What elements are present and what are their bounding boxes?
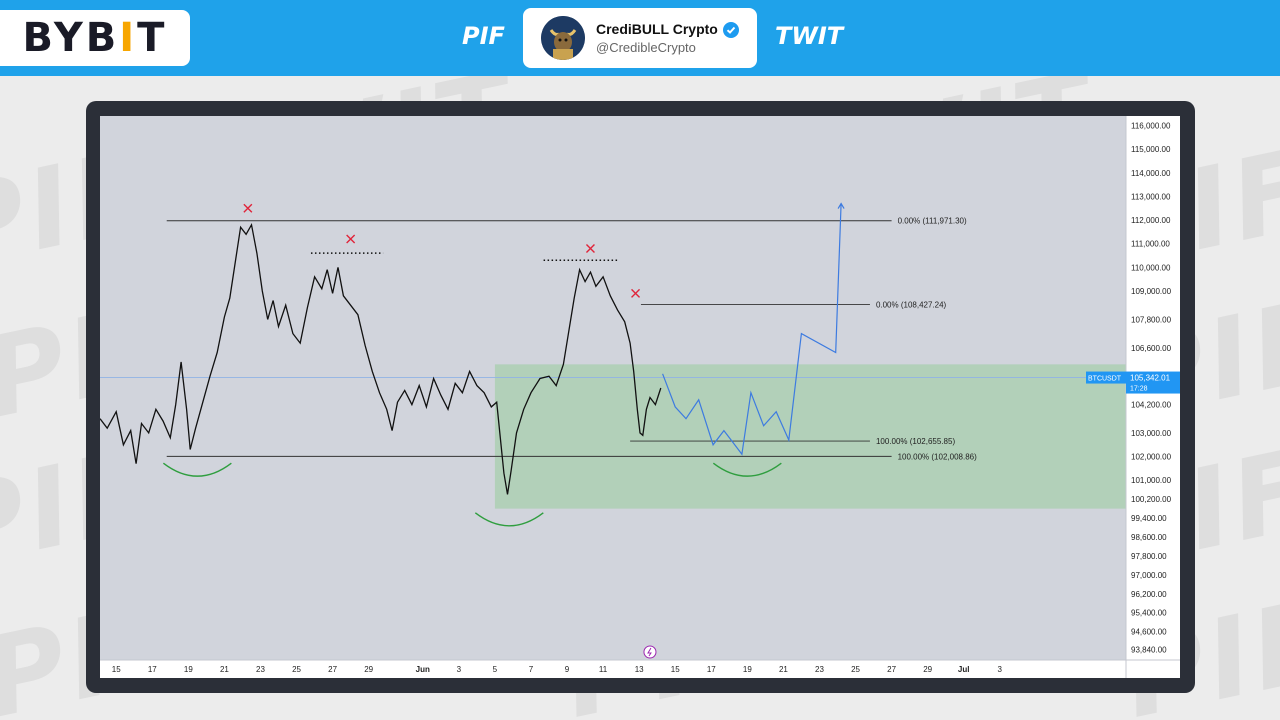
- brand-logo: BYBIT: [0, 10, 190, 66]
- y-tick-label: 99,400.00: [1131, 514, 1167, 523]
- fib-level-label: 100.00% (102,655.85): [876, 437, 956, 446]
- x-tick-label: 21: [220, 665, 229, 674]
- x-tick-label: 17: [707, 665, 716, 674]
- x-tick-label: 27: [887, 665, 896, 674]
- x-tick-label: 15: [112, 665, 121, 674]
- support-arc: [712, 462, 782, 477]
- x-tick-label: 3: [457, 665, 462, 674]
- fib-level-label: 0.00% (108,427.24): [876, 301, 947, 310]
- last-price-label: 105,342.01: [1130, 374, 1171, 383]
- lightning-icon: [643, 645, 657, 659]
- profile-card[interactable]: CrediBULL Crypto @CredibleCrypto: [523, 8, 757, 68]
- right-tag: TWIT: [775, 22, 844, 50]
- last-price-tag: [1126, 371, 1180, 394]
- fib-level-label: 100.00% (102,008.86): [898, 452, 978, 461]
- price-series-line: [100, 222, 662, 495]
- x-tick-label: 5: [493, 665, 498, 674]
- y-tick-label: 94,600.00: [1131, 628, 1167, 637]
- x-tick-label: 9: [565, 665, 570, 674]
- projection-path: [662, 203, 842, 456]
- x-tick-label: 13: [635, 665, 644, 674]
- x-tick-label: 27: [328, 665, 337, 674]
- brand-logo-wordmark: BYBIT: [23, 15, 168, 61]
- verified-badge-icon: [723, 22, 739, 38]
- y-tick-label: 93,840.00: [1131, 646, 1167, 655]
- rejection-x-mark: [631, 288, 641, 298]
- y-tick-label: 107,800.00: [1131, 315, 1172, 324]
- demand-zone: [494, 364, 1126, 509]
- y-tick-label: 111,000.00: [1131, 240, 1170, 249]
- x-tick-label: 17: [148, 665, 157, 674]
- y-tick-label: 104,200.00: [1131, 401, 1172, 410]
- top-banner: BYBIT PIF CrediBULL Crypto @CredibleCryp…: [0, 0, 1280, 76]
- left-tag: PIF: [462, 22, 505, 50]
- profile-handle: @CredibleCrypto: [596, 40, 696, 55]
- x-tick-label: 25: [292, 665, 301, 674]
- x-tick-label: 21: [779, 665, 788, 674]
- y-tick-label: 98,600.00: [1131, 533, 1167, 542]
- y-tick-label: 109,000.00: [1131, 287, 1172, 296]
- fib-level-label: 0.00% (111,971.30): [898, 217, 967, 226]
- y-tick-label: 106,600.00: [1131, 344, 1172, 353]
- rejection-x-mark: [243, 203, 253, 213]
- x-tick-label: 29: [923, 665, 932, 674]
- bull-avatar-icon: [541, 16, 585, 60]
- symbol-tag: [1086, 371, 1126, 384]
- y-tick-label: 114,000.00: [1131, 169, 1171, 178]
- brand-logo-accent: I: [119, 15, 138, 61]
- y-tick-label: 112,000.00: [1131, 216, 1171, 225]
- y-tick-label: 115,000.00: [1131, 145, 1171, 154]
- profile-name: CrediBULL Crypto: [596, 21, 718, 37]
- y-tick-label: 113,000.00: [1131, 192, 1171, 201]
- x-tick-label: 11: [599, 665, 608, 674]
- x-tick-label: 25: [851, 665, 860, 674]
- x-tick-label: Jun: [416, 665, 430, 674]
- brand-logo-part-1: BYB: [22, 15, 120, 61]
- x-tick-label: 19: [743, 665, 752, 674]
- y-tick-label: 101,000.00: [1131, 476, 1172, 485]
- y-tick-label: 110,000.00: [1131, 263, 1171, 272]
- x-tick-label: Jul: [958, 665, 970, 674]
- x-tick-label: 29: [364, 665, 373, 674]
- x-tick-label: 23: [256, 665, 265, 674]
- avatar: [541, 16, 585, 60]
- y-tick-label: 102,000.00: [1131, 453, 1172, 462]
- projection-arrowhead: [837, 202, 845, 209]
- y-tick-label: 97,800.00: [1131, 552, 1167, 561]
- x-tick-label: 19: [184, 665, 193, 674]
- x-tick-label: 3: [998, 665, 1003, 674]
- lightning-icon-glyph: [647, 647, 652, 657]
- countdown-label: 17:28: [1130, 386, 1148, 393]
- y-tick-label: 95,400.00: [1131, 609, 1167, 618]
- x-tick-label: 23: [815, 665, 824, 674]
- symbol-tag-label: BTCUSDT: [1088, 376, 1122, 383]
- rejection-x-mark: [585, 243, 595, 253]
- support-arc: [162, 462, 232, 477]
- y-tick-label: 97,000.00: [1131, 571, 1167, 580]
- y-tick-label: 116,000.00: [1131, 121, 1171, 130]
- x-tick-label: 15: [671, 665, 680, 674]
- y-tick-label: 96,200.00: [1131, 590, 1167, 599]
- y-tick-label: 100,200.00: [1131, 495, 1172, 504]
- brand-logo-part-2: T: [137, 15, 168, 61]
- btc-price-chart[interactable]: 0.00% (111,971.30) 0.00% (108,427.24) 100.…: [100, 116, 1180, 678]
- support-arc: [474, 512, 544, 527]
- x-tick-label: 7: [529, 665, 534, 674]
- rejection-x-mark: [346, 234, 356, 244]
- y-tick-label: 103,000.00: [1131, 429, 1172, 438]
